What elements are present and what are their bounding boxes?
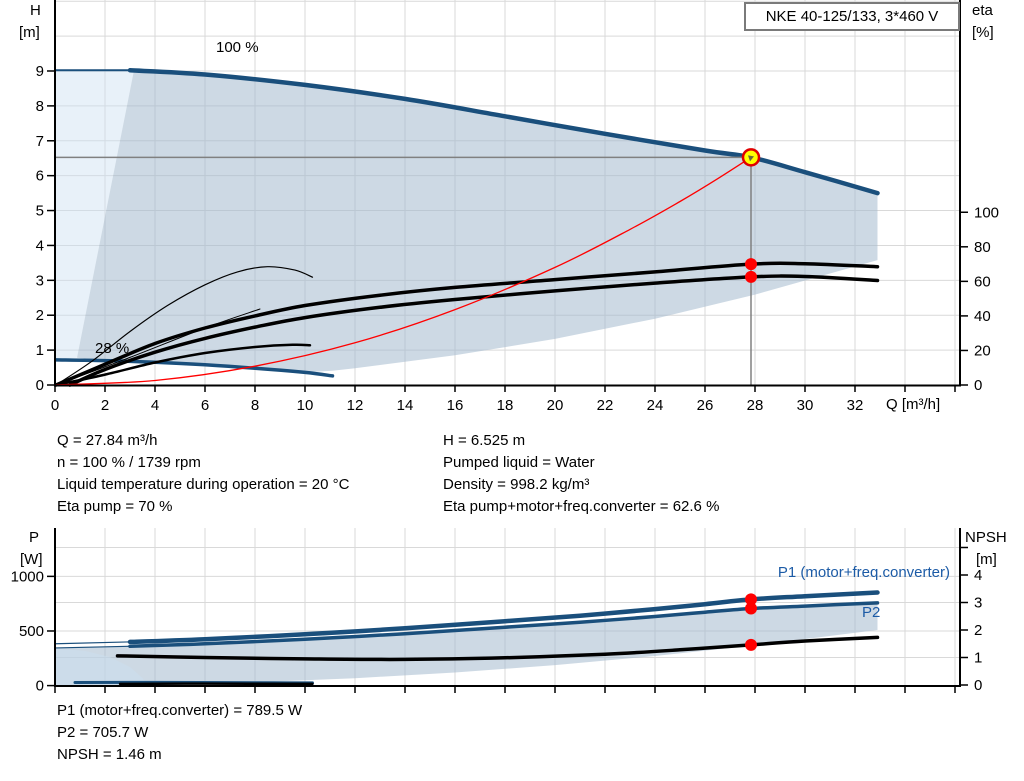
info-line-eta-total: Eta pump+motor+freq.converter = 62.6 % — [443, 498, 720, 515]
h-tick-label: 0 — [36, 377, 44, 394]
info-line-n: n = 100 % / 1739 rpm — [57, 454, 201, 471]
eta-tick-label: 100 — [974, 204, 999, 221]
h-tick-label: 1 — [36, 342, 44, 359]
p-tick-label: 0 — [36, 678, 44, 695]
series-p2 — [128, 601, 880, 649]
series-p2-lead — [55, 645, 131, 649]
curve-label-p1: P1 (motor+freq.converter) — [777, 564, 950, 581]
x-tick-label: 6 — [201, 397, 209, 414]
x-tick-label: 0 — [51, 397, 59, 414]
q-axis-title: Q [m³/h] — [886, 396, 941, 413]
npsh-tick-label: 4 — [974, 567, 982, 584]
x-tick-label: 20 — [547, 397, 564, 414]
info-line-h: H = 6.525 m — [443, 432, 526, 449]
info-line-liquid: Pumped liquid = Water — [443, 454, 595, 471]
eta-tick-label: 80 — [974, 239, 991, 256]
duty-point-arrow-icon — [748, 155, 754, 162]
info-line-eta: Eta pump = 70 % — [57, 498, 173, 515]
marker-dot-eta — [745, 270, 757, 283]
x-tick-label: 16 — [447, 397, 464, 414]
h-axis-title: H — [30, 2, 41, 19]
h-tick-label: 9 — [36, 63, 44, 80]
marker-dot-eta — [745, 258, 757, 271]
x-tick-label: 26 — [697, 397, 714, 414]
x-tick-label: 18 — [497, 397, 514, 414]
x-tick-label: 30 — [797, 397, 814, 414]
x-tick-label: 12 — [347, 397, 364, 414]
x-tick-label: 8 — [251, 397, 259, 414]
curve-label-p2: P2 — [862, 604, 881, 621]
npsh-axis-unit: [m] — [976, 551, 997, 568]
eta-tick-label: 20 — [974, 342, 991, 359]
info-line-p1: P1 (motor+freq.converter) = 789.5 W — [57, 702, 303, 719]
h-tick-label: 3 — [36, 272, 44, 289]
x-tick-label: 10 — [297, 397, 314, 414]
npsh-tick-label: 3 — [974, 595, 982, 612]
npsh-tick-label: 0 — [974, 677, 982, 694]
npsh-axis-title: NPSH — [965, 529, 1007, 546]
h-tick-label: 7 — [36, 133, 44, 150]
marker-dot-p — [745, 593, 757, 606]
x-tick-label: 14 — [397, 397, 414, 414]
info-line-p2: P2 = 705.7 W — [57, 724, 149, 741]
series-eta-strand — [55, 308, 261, 386]
operating-range-light — [56, 70, 134, 360]
eta-tick-label: 60 — [974, 273, 991, 290]
eta-axis-title: eta — [972, 2, 993, 19]
p-axis-title: P — [29, 529, 40, 546]
power-info: P1 (motor+freq.converter) = 789.5 W P2 =… — [57, 700, 302, 766]
pump-title-box: NKE 40-125/133, 3*460 V — [744, 2, 960, 31]
x-tick-label: 22 — [597, 397, 614, 414]
x-tick-label: 28 — [747, 397, 764, 414]
marker-dot-npsh — [745, 638, 757, 651]
eta-tick-label: 40 — [974, 308, 991, 325]
series-head-28 — [54, 358, 335, 378]
p-tick-label: 1000 — [11, 568, 44, 585]
info-line-q: Q = 27.84 m³/h — [57, 432, 158, 449]
x-tick-label: 32 — [847, 397, 864, 414]
info-line-npsh: NPSH = 1.46 m — [57, 746, 162, 763]
info-line-density: Density = 998.2 kg/m³ — [443, 476, 590, 493]
duty-info-left: Q = 27.84 m³/h n = 100 % / 1739 rpm Liqu… — [57, 430, 349, 518]
h-axis-unit: [m] — [19, 24, 40, 41]
power-range-light — [56, 648, 148, 686]
x-tick-label: 4 — [151, 397, 159, 414]
p-tick-label: 500 — [19, 623, 44, 640]
info-line-temp: Liquid temperature during operation = 20… — [57, 476, 350, 493]
series-eta-pump-reduced — [55, 266, 314, 386]
p-axis-unit: [W] — [20, 551, 43, 568]
x-tick-label: 24 — [647, 397, 664, 414]
series-control-curve — [54, 156, 752, 386]
marker-dot-p — [745, 602, 757, 615]
series-npsh — [115, 635, 880, 662]
h-tick-label: 8 — [36, 98, 44, 115]
duty-info-right: H = 6.525 m Pumped liquid = Water Densit… — [443, 430, 719, 518]
h-tick-label: 5 — [36, 203, 44, 220]
eta-axis-unit: [%] — [972, 24, 994, 41]
power-range — [56, 602, 878, 686]
h-tick-label: 4 — [36, 237, 44, 254]
operating-range — [77, 70, 878, 373]
series-p1-lead — [55, 641, 131, 645]
eta-tick-label: 0 — [974, 377, 982, 394]
curve-label-100pct: 100 % — [216, 39, 259, 56]
h-tick-label: 6 — [36, 168, 44, 185]
npsh-tick-label: 1 — [974, 650, 982, 667]
series-head-100 — [127, 68, 880, 196]
npsh-tick-label: 2 — [974, 622, 982, 639]
x-tick-label: 2 — [101, 397, 109, 414]
curve-label-28pct: 28 % — [95, 340, 130, 357]
h-tick-label: 2 — [36, 307, 44, 324]
series-eta-total-reduced — [54, 343, 312, 387]
series-p1 — [127, 590, 880, 645]
